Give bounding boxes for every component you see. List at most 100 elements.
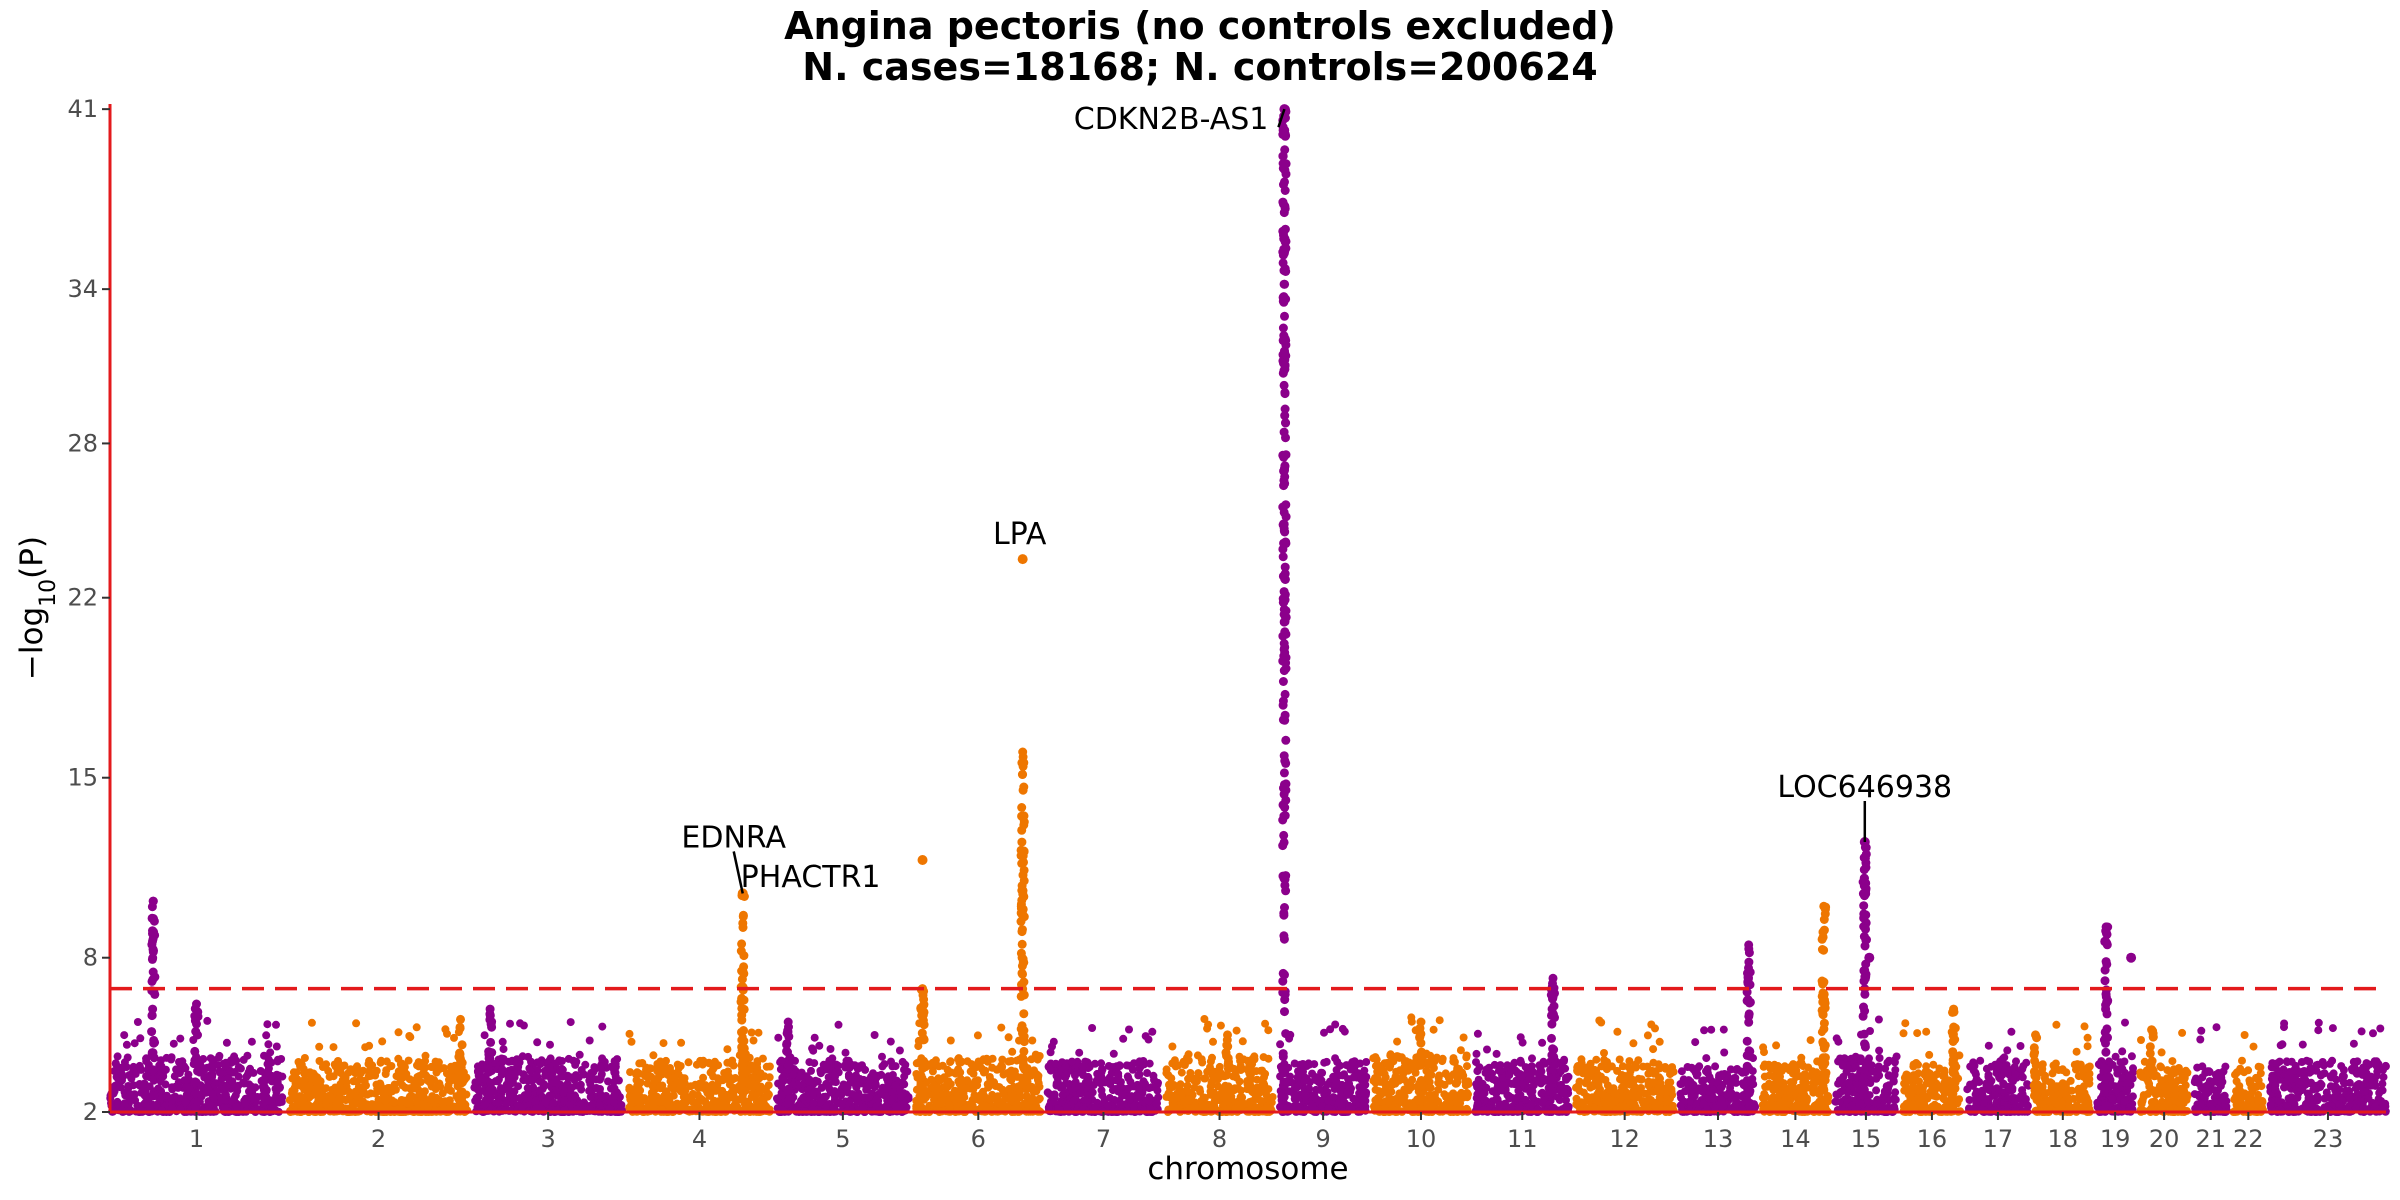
snp-point — [263, 1060, 272, 1069]
snp-point — [1505, 1071, 1514, 1080]
snp-point — [707, 1067, 716, 1076]
snp-point — [408, 1092, 417, 1101]
snp-point — [673, 1078, 682, 1087]
snp-point — [1429, 1025, 1438, 1034]
snp-point — [356, 1069, 365, 1078]
snp-point — [1572, 1094, 1581, 1103]
snp-point — [519, 1076, 528, 1085]
snp-point — [1123, 1084, 1132, 1093]
snp-point — [1492, 1049, 1501, 1058]
snp-point — [1637, 1075, 1646, 1084]
snp-point — [1084, 1078, 1093, 1087]
snp-point — [634, 1096, 643, 1105]
snp-point — [1184, 1087, 1193, 1096]
snp-point — [331, 1062, 340, 1071]
snp-point — [571, 1071, 580, 1080]
snp-point — [873, 1095, 882, 1103]
snp-point — [1577, 1066, 1585, 1075]
snp-point — [202, 1088, 211, 1097]
snp-point — [929, 1081, 938, 1090]
snp-point — [1360, 1066, 1369, 1075]
snp-point — [1209, 1037, 1217, 1046]
snp-point — [1020, 1099, 1029, 1108]
chromosome-2-points — [285, 1018, 472, 1116]
snp-point — [299, 1095, 308, 1104]
snp-point — [658, 1081, 667, 1090]
snp-point — [1490, 1060, 1499, 1069]
snp-point — [123, 1053, 132, 1062]
snp-point — [263, 1020, 272, 1029]
snp-point — [1463, 1093, 1472, 1102]
snp-point — [1043, 1088, 1052, 1097]
snp-point — [1162, 1065, 1171, 1074]
snp-point — [474, 1068, 483, 1077]
snp-point — [886, 1037, 895, 1046]
snp-point — [588, 1099, 597, 1108]
snp-point — [403, 1099, 412, 1108]
snp-point — [335, 1083, 344, 1092]
snp-point — [1144, 1096, 1153, 1105]
snp-point — [258, 1092, 267, 1101]
snp-point — [122, 1040, 131, 1049]
snp-point — [997, 1063, 1006, 1072]
snp-point — [329, 1043, 338, 1052]
snp-point — [852, 1093, 861, 1102]
snp-point — [999, 1070, 1008, 1079]
snp-point — [587, 1069, 596, 1077]
chart-subtitle: N. cases=18168; N. controls=200624 — [802, 45, 1598, 89]
snp-point — [142, 1057, 151, 1066]
snp-point — [1238, 1037, 1247, 1046]
snp-point — [943, 1078, 952, 1087]
snp-point — [986, 1078, 995, 1087]
snp-point — [1145, 1059, 1154, 1068]
snp-point — [139, 1084, 147, 1093]
snp-point — [1152, 1099, 1161, 1108]
snp-point — [528, 1076, 537, 1085]
snp-point — [585, 1036, 594, 1045]
snp-point — [272, 1020, 280, 1029]
snp-point — [315, 1057, 324, 1065]
snp-point — [1007, 1057, 1016, 1065]
snp-point — [516, 1094, 524, 1103]
snp-point — [951, 1095, 960, 1104]
snp-point — [260, 1051, 268, 1060]
snp-point — [595, 1101, 604, 1110]
snp-point — [529, 1083, 538, 1092]
snp-point — [680, 1074, 689, 1083]
snp-point — [182, 1083, 191, 1091]
snp-point — [852, 1081, 861, 1090]
snp-point — [598, 1022, 607, 1031]
snp-point — [297, 1060, 306, 1069]
snp-point — [1380, 1079, 1389, 1088]
snp-point — [248, 1085, 257, 1094]
snp-point — [627, 1037, 636, 1046]
snp-point — [973, 1031, 982, 1040]
snp-point — [1243, 1065, 1252, 1074]
snp-point — [713, 1097, 722, 1106]
snp-point — [1124, 1074, 1133, 1082]
snp-point — [512, 1059, 521, 1068]
snp-point — [1106, 1080, 1115, 1089]
snp-point — [596, 1064, 605, 1073]
snp-point — [1617, 1075, 1626, 1084]
snp-point — [1088, 1024, 1097, 1032]
snp-point — [636, 1078, 645, 1087]
snp-point — [1668, 1101, 1677, 1110]
snp-point — [496, 1084, 505, 1093]
snp-point — [888, 1088, 897, 1097]
snp-point — [285, 1096, 294, 1105]
snp-point — [116, 1083, 125, 1092]
chromosome-11-points — [1471, 1029, 1573, 1116]
snp-point — [1320, 1058, 1329, 1067]
snp-point — [1247, 1097, 1256, 1106]
snp-point — [1162, 1092, 1171, 1101]
snp-point — [877, 1070, 886, 1079]
snp-point — [598, 1054, 607, 1063]
snp-point — [1474, 1075, 1483, 1084]
snp-point — [970, 1091, 979, 1100]
snp-point — [519, 1021, 528, 1030]
snp-point — [1483, 1045, 1491, 1054]
snp-point — [1380, 1070, 1389, 1078]
snp-point — [1153, 1086, 1162, 1095]
snp-point — [1625, 1080, 1634, 1089]
